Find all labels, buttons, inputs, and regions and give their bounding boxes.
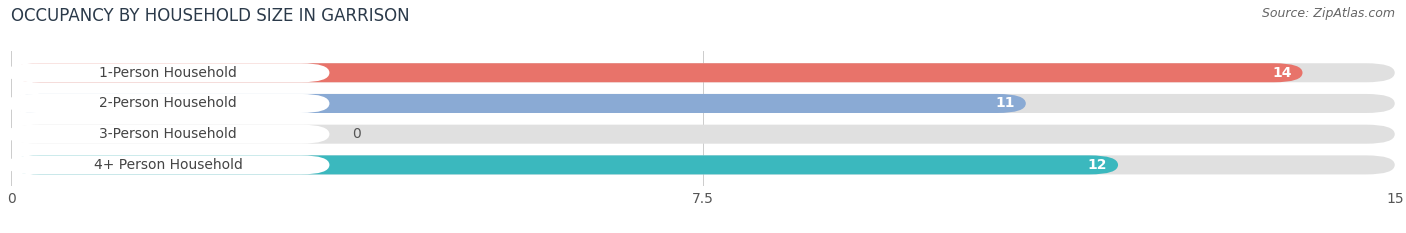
FancyBboxPatch shape bbox=[11, 155, 1395, 175]
Text: 12: 12 bbox=[1087, 158, 1107, 172]
Text: 0: 0 bbox=[353, 127, 361, 141]
FancyBboxPatch shape bbox=[11, 63, 1302, 82]
FancyBboxPatch shape bbox=[11, 125, 1395, 144]
FancyBboxPatch shape bbox=[11, 94, 1395, 113]
FancyBboxPatch shape bbox=[11, 155, 1118, 175]
FancyBboxPatch shape bbox=[7, 63, 329, 82]
FancyBboxPatch shape bbox=[7, 94, 329, 113]
Text: 1-Person Household: 1-Person Household bbox=[98, 66, 238, 80]
Text: 2-Person Household: 2-Person Household bbox=[100, 96, 238, 110]
Text: Source: ZipAtlas.com: Source: ZipAtlas.com bbox=[1261, 7, 1395, 20]
FancyBboxPatch shape bbox=[7, 155, 329, 175]
Text: 14: 14 bbox=[1272, 66, 1292, 80]
Text: 11: 11 bbox=[995, 96, 1015, 110]
Text: 3-Person Household: 3-Person Household bbox=[100, 127, 238, 141]
Text: 4+ Person Household: 4+ Person Household bbox=[94, 158, 242, 172]
FancyBboxPatch shape bbox=[11, 63, 1395, 82]
FancyBboxPatch shape bbox=[7, 125, 329, 144]
FancyBboxPatch shape bbox=[11, 94, 1026, 113]
Text: OCCUPANCY BY HOUSEHOLD SIZE IN GARRISON: OCCUPANCY BY HOUSEHOLD SIZE IN GARRISON bbox=[11, 7, 411, 25]
